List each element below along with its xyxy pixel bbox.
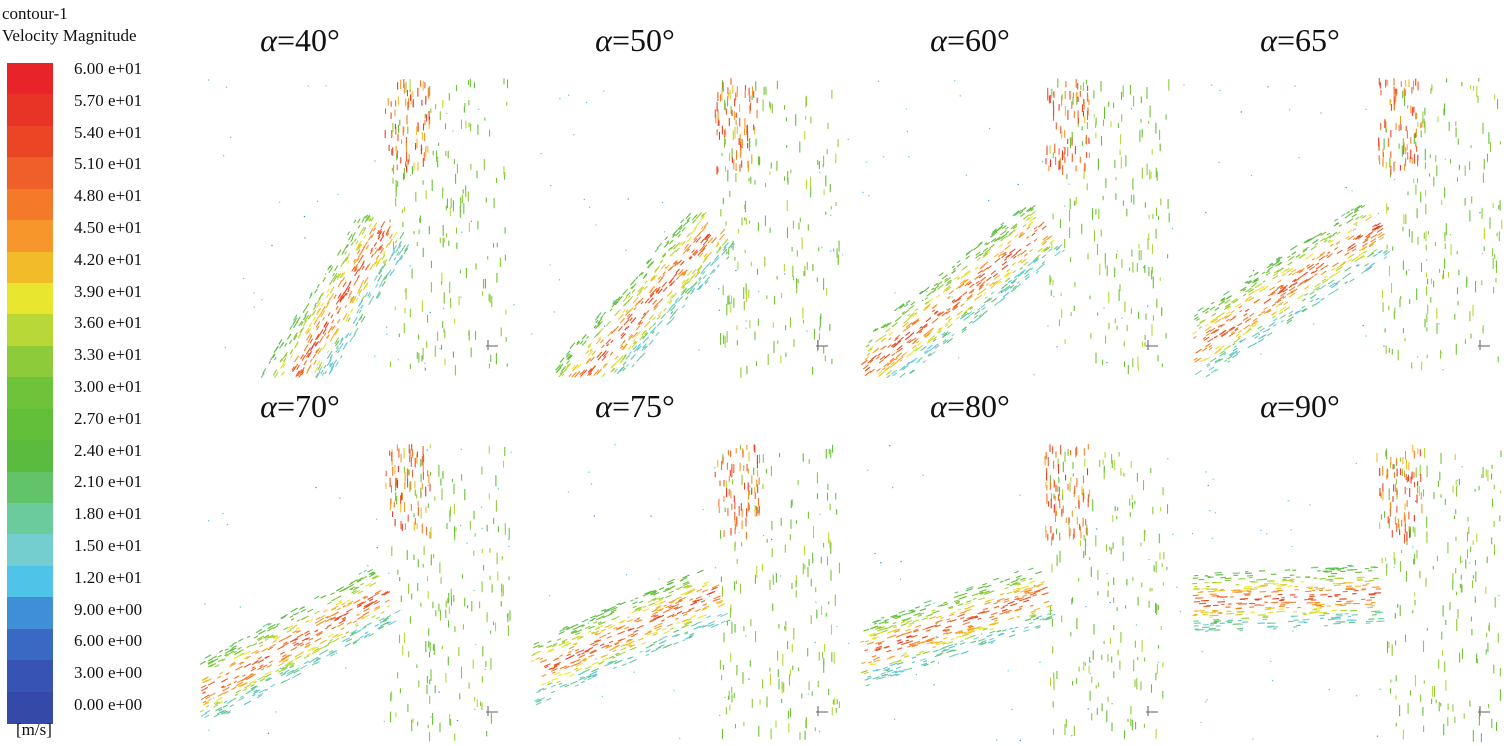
colorbar-segment: [7, 503, 53, 536]
velocity-vector-panel-65: [1192, 78, 1509, 378]
velocity-vector-plot: [1192, 78, 1503, 378]
alpha-symbol: α: [595, 22, 612, 58]
alpha-symbol: α: [260, 388, 277, 424]
colorbar-tick-label: 0.00 e+00: [74, 695, 143, 714]
colorbar-segment: [7, 125, 53, 158]
legend-title-line1: contour-1: [2, 4, 68, 23]
colorbar-segment: [7, 345, 53, 378]
colorbar-segment: [7, 377, 53, 410]
alpha-value: =60°: [946, 22, 1010, 58]
axis-triad-icon: [1478, 706, 1490, 716]
alpha-symbol: α: [1260, 22, 1277, 58]
colorbar-segment: [7, 314, 53, 347]
axis-triad-icon: [1146, 340, 1158, 350]
panel-title-alpha-70: α=70°: [200, 388, 400, 424]
panel-title-alpha-60: α=60°: [870, 22, 1070, 58]
colorbar-tick-label: 1.20 e+01: [74, 567, 143, 587]
colorbar-segment: [7, 440, 53, 473]
velocity-vector-panel-70: [200, 444, 525, 744]
colorbar-tick-label: 1.80 e+01: [74, 504, 143, 524]
colorbar-segment: [7, 597, 53, 630]
velocity-vector-panel-90: [1192, 444, 1509, 744]
colorbar-segment: [7, 94, 53, 127]
alpha-symbol: α: [930, 388, 947, 424]
colorbar-segment: [7, 408, 53, 441]
colorbar-segment: [7, 283, 53, 316]
panel-title-alpha-65: α=65°: [1200, 22, 1400, 58]
colorbar-tick-label: 3.00 e+01: [74, 377, 143, 396]
alpha-value: =65°: [1276, 22, 1340, 58]
alpha-symbol: α: [930, 22, 947, 58]
velocity-vector-panel-50: [530, 78, 855, 378]
colorbar-tick-label: 4.50 e+01: [74, 218, 143, 237]
colorbar-tick-label: 5.40 e+01: [74, 122, 143, 142]
velocity-vector-panel-80: [860, 444, 1185, 744]
colorbar-segment: [7, 565, 53, 598]
velocity-vector-plot: [531, 78, 849, 378]
velocity-vector-plot: [200, 444, 512, 742]
colorbar-tick-label: 3.30 e+01: [74, 345, 143, 365]
colorbar-segment: [7, 628, 53, 661]
colorbar-tick-label: 4.20 e+01: [74, 249, 143, 269]
alpha-value: =80°: [946, 388, 1010, 424]
panel-title-alpha-90: α=90°: [1200, 388, 1400, 424]
alpha-value: =40°: [276, 22, 340, 58]
colorbar-tick-label: 6.00 e+00: [74, 631, 143, 651]
alpha-value: =70°: [276, 388, 340, 424]
velocity-vector-panel-40: [200, 78, 525, 378]
colorbar-segment: [7, 220, 53, 253]
panel-title-alpha-50: α=50°: [535, 22, 735, 58]
velocity-vector-plot: [1192, 444, 1509, 743]
colorbar-segment: [7, 660, 53, 693]
colorbar-segment: [7, 691, 53, 724]
colorbar-segment: [7, 63, 53, 96]
axis-triad-icon: [486, 706, 498, 716]
colorbar-segment: [7, 534, 53, 567]
axis-triad-icon: [1146, 706, 1158, 716]
alpha-symbol: α: [1260, 388, 1277, 424]
colorbar-segment: [7, 251, 53, 284]
velocity-vector-plot: [530, 444, 850, 740]
velocity-vector-panel-60: [860, 78, 1185, 378]
colorbar-tick-label: 2.70 e+01: [74, 408, 143, 428]
colorbar-segment: [7, 157, 53, 190]
colorbar-segment: [7, 471, 53, 504]
axis-triad-icon: [816, 340, 828, 350]
velocity-vector-plot: [208, 78, 515, 378]
colorbar-tick-label: 3.60 e+01: [74, 313, 143, 333]
axis-triad-icon: [1478, 340, 1490, 350]
panel-title-alpha-40: α=40°: [200, 22, 400, 58]
unit-label: [m/s]: [16, 720, 52, 739]
alpha-value: =50°: [611, 22, 675, 58]
colorbar-tick-label: 5.10 e+01: [74, 154, 143, 174]
velocity-vector-plot: [860, 444, 1182, 742]
legend-title-line2: Velocity Magnitude: [2, 26, 137, 45]
alpha-symbol: α: [260, 22, 277, 58]
colorbar-tick-label: 3.00 e+00: [74, 663, 143, 683]
colorbar-tick-label: 6.00 e+01: [74, 59, 143, 78]
axis-triad-icon: [816, 706, 828, 716]
alpha-value: =90°: [1276, 388, 1340, 424]
colorbar: [7, 63, 53, 724]
colorbar-tick-label: 2.10 e+01: [74, 472, 143, 492]
colorbar-tick-label: 9.00 e+00: [74, 599, 143, 619]
panel-title-alpha-80: α=80°: [870, 388, 1070, 424]
colorbar-tick-label: 5.70 e+01: [74, 90, 143, 110]
colorbar-tick-label: 3.90 e+01: [74, 281, 143, 301]
alpha-value: =75°: [611, 388, 675, 424]
axis-triad-icon: [486, 340, 498, 350]
colorbar-tick-label: 1.50 e+01: [74, 536, 143, 555]
colorbar-segment: [7, 188, 53, 221]
colorbar-tick-label: 2.40 e+01: [74, 440, 143, 460]
velocity-vector-plot: [860, 78, 1185, 378]
velocity-vector-panel-75: [530, 444, 855, 744]
panel-title-alpha-75: α=75°: [535, 388, 735, 424]
colorbar-tick-label: 4.80 e+01: [74, 186, 143, 206]
alpha-symbol: α: [595, 388, 612, 424]
